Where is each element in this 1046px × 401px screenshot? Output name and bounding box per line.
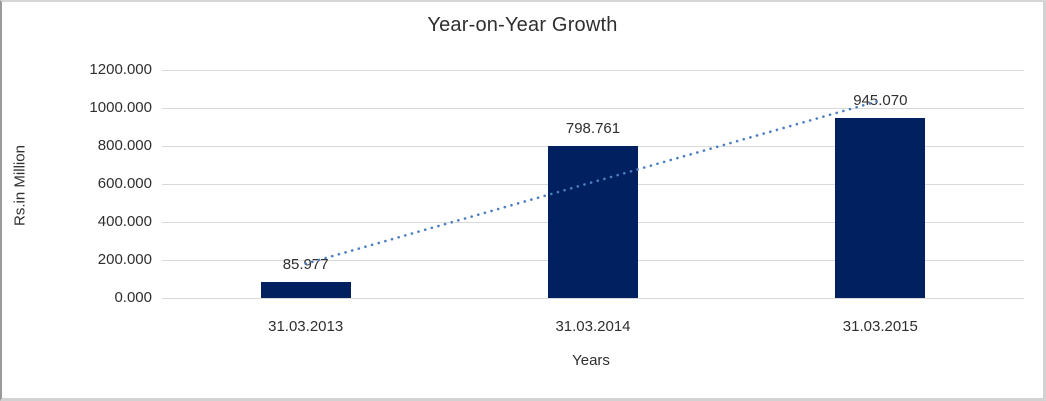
bar: [835, 118, 926, 298]
y-tick-label: 1000.000: [89, 99, 152, 116]
x-tick-label: 31.03.2014: [555, 318, 631, 335]
x-tick-label: 31.03.2013: [268, 318, 344, 335]
x-tick-label: 31.03.2015: [842, 318, 918, 335]
y-tick-label: 0.000: [114, 289, 152, 306]
y-tick-label: 1200.000: [89, 61, 152, 78]
y-tick-label: 200.000: [97, 251, 152, 268]
y-tick-label: 400.000: [97, 213, 152, 230]
gridline: [162, 298, 1024, 299]
bar: [260, 281, 351, 298]
bar-value-label: 85.977: [282, 255, 329, 273]
bar-value-label: 945.070: [853, 92, 908, 110]
chart-title: Year-on-Year Growth: [427, 14, 618, 36]
y-tick-label: 600.000: [97, 175, 152, 192]
bar-value-label: 798.761: [565, 120, 621, 138]
gridline: [162, 70, 1024, 71]
bar: [548, 146, 638, 298]
y-tick-label: 800.000: [97, 137, 152, 154]
x-axis-title: Years: [572, 352, 610, 369]
